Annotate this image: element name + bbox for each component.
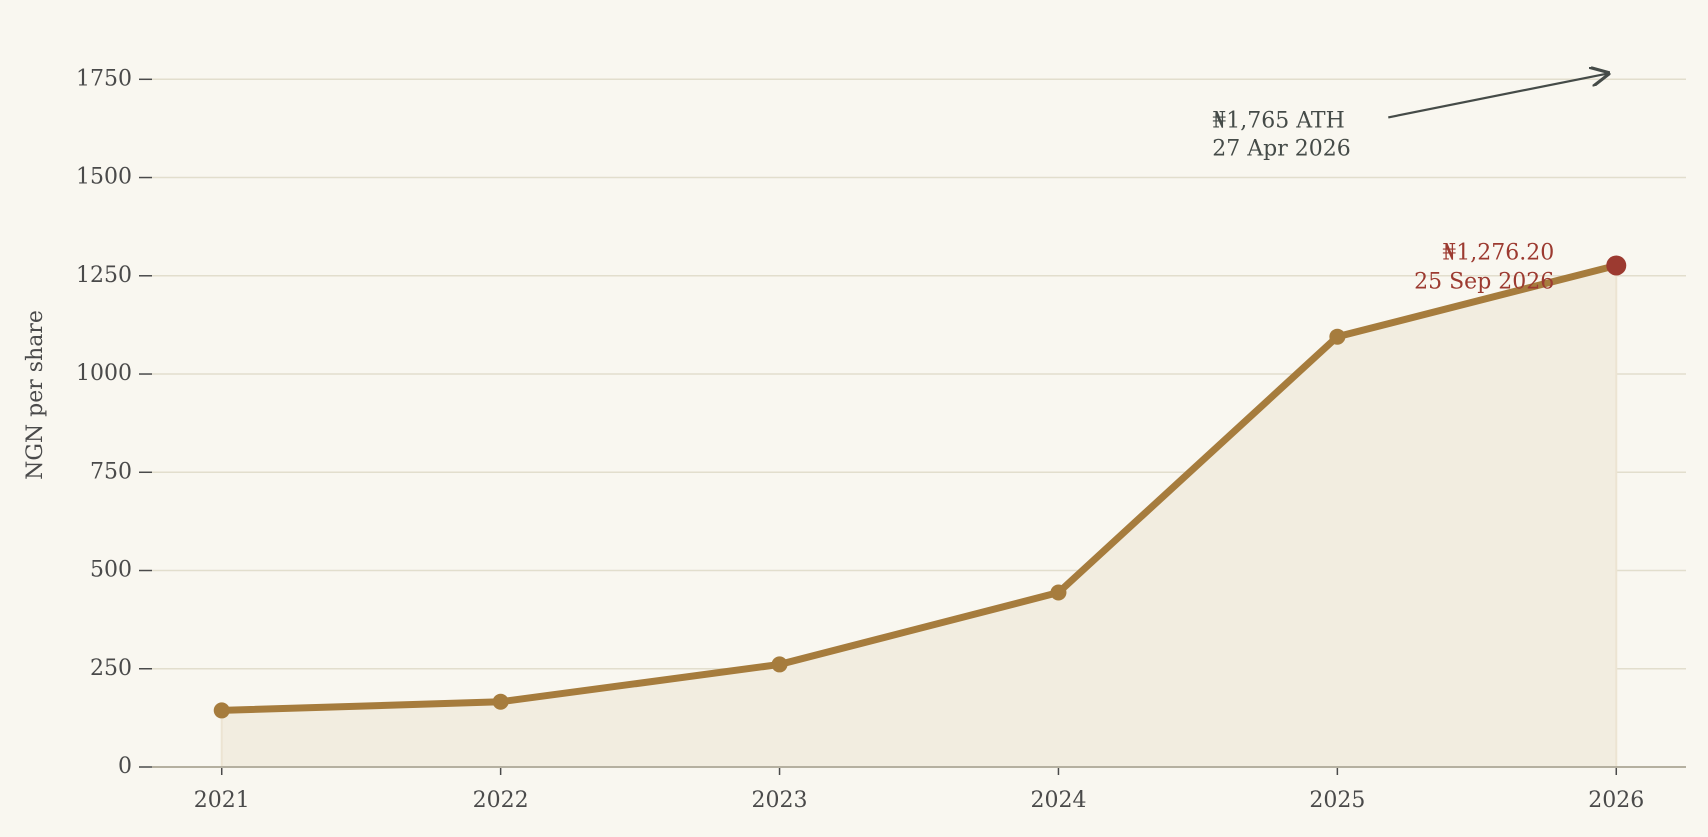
point <box>213 702 230 719</box>
y-tick-label: 500 <box>90 558 132 583</box>
y-axis-label: NGN per share <box>23 310 48 480</box>
point <box>1329 328 1346 345</box>
x-tick-label: 2021 <box>194 788 250 813</box>
x-tick-label: 2023 <box>752 788 808 813</box>
last-point <box>1606 255 1627 276</box>
area <box>220 264 1618 768</box>
y-tick-label: 0 <box>118 754 132 779</box>
x-tick-label: 2024 <box>1030 788 1086 813</box>
value-date: 25 Sep 2026 <box>1414 269 1554 294</box>
y-tick-label: 250 <box>90 656 132 681</box>
y-tick-label: 1500 <box>76 165 132 190</box>
y-tick-label: 1000 <box>76 361 132 386</box>
x-tick-label: 2022 <box>473 788 529 813</box>
y-tick-label: 750 <box>90 459 132 484</box>
annotation-text: ₦1,765 ATH <box>1212 108 1345 133</box>
x-tick-label: 2026 <box>1588 788 1644 813</box>
annotation-arrow <box>1388 73 1608 119</box>
y-tick-label: 1750 <box>76 66 132 91</box>
y-tick-label: 1250 <box>76 263 132 288</box>
point <box>1050 584 1067 601</box>
point <box>771 656 788 673</box>
value-label: ₦1,276.20 <box>1442 240 1554 265</box>
annotation-subtext: 27 Apr 2026 <box>1212 136 1350 161</box>
x-tick-label: 2025 <box>1309 788 1365 813</box>
line <box>221 262 1618 714</box>
point <box>492 693 509 710</box>
